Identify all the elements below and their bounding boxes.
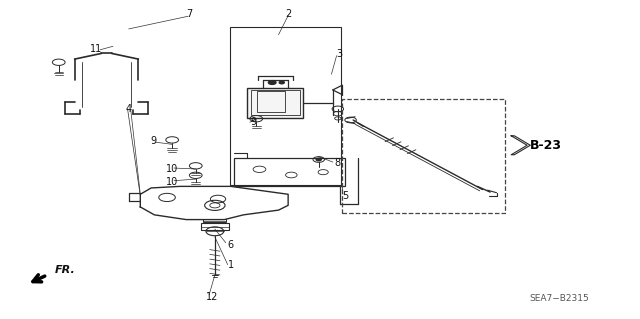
Text: 2: 2 — [285, 9, 291, 19]
Text: 1: 1 — [228, 260, 234, 271]
Text: 6: 6 — [228, 240, 234, 250]
Text: 4: 4 — [126, 104, 132, 114]
Bar — [204, 219, 227, 222]
Text: 9: 9 — [250, 116, 256, 127]
Text: 9: 9 — [150, 136, 156, 145]
Circle shape — [268, 81, 276, 85]
Bar — [201, 223, 229, 230]
Bar — [342, 100, 505, 213]
Bar — [234, 158, 346, 186]
Text: FR.: FR. — [54, 265, 75, 275]
Text: 11: 11 — [90, 44, 102, 54]
Text: 8: 8 — [334, 158, 340, 168]
Text: SEA7−B2315: SEA7−B2315 — [529, 294, 589, 303]
Bar — [257, 91, 285, 112]
Circle shape — [279, 81, 284, 84]
Text: B-23: B-23 — [531, 139, 563, 152]
Bar — [230, 27, 341, 185]
Text: 10: 10 — [166, 164, 179, 174]
Circle shape — [316, 158, 321, 161]
Bar — [251, 90, 300, 115]
Text: 3: 3 — [336, 48, 342, 59]
Bar — [247, 87, 303, 118]
Polygon shape — [511, 136, 531, 155]
Text: 12: 12 — [205, 292, 218, 302]
Text: 7: 7 — [186, 9, 193, 19]
Text: 10: 10 — [166, 177, 179, 187]
Text: 5: 5 — [342, 191, 349, 201]
